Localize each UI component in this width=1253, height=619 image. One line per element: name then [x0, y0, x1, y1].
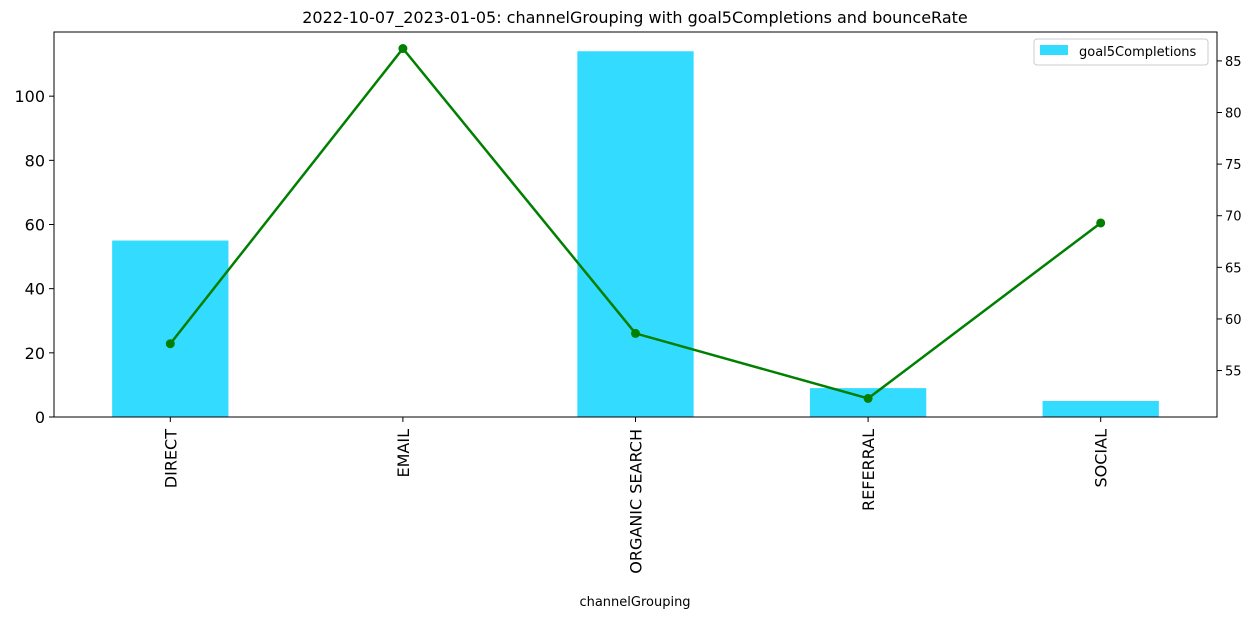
- right-tick-label: 85: [1225, 55, 1242, 70]
- legend-label: goal5Completions: [1079, 45, 1197, 60]
- line-point-social: [1096, 218, 1106, 228]
- line-point-direct: [165, 339, 175, 349]
- bar-organic-search: [577, 51, 694, 417]
- left-tick-label: 60: [25, 216, 45, 235]
- left-tick-label: 20: [25, 344, 45, 363]
- legend-box: [1033, 38, 1209, 66]
- x-axis-label: channelGrouping: [579, 595, 690, 610]
- line-series: [165, 44, 1106, 403]
- left-tick-label: 100: [14, 87, 45, 106]
- legend: goal5Completions: [1033, 38, 1209, 66]
- chart-title: 2022-10-07_2023-01-05: channelGrouping w…: [302, 8, 968, 28]
- right-tick-label: 60: [1225, 313, 1242, 328]
- x-tick-label: DIRECT: [161, 429, 180, 488]
- right-tick-label: 65: [1225, 261, 1242, 276]
- bar-series: [112, 51, 1159, 417]
- right-tick-label: 70: [1225, 210, 1242, 225]
- left-y-axis: 0 20 40 60 80 100: [14, 87, 54, 427]
- line-point-email: [398, 44, 408, 54]
- bar-direct: [112, 240, 229, 417]
- bar-social: [1042, 400, 1159, 417]
- x-tick-label: REFERRAL: [859, 429, 878, 511]
- left-tick-label: 80: [25, 151, 45, 170]
- x-tick-label: SOCIAL: [1092, 429, 1111, 488]
- right-tick-label: 75: [1225, 158, 1242, 173]
- left-tick-label: 0: [35, 408, 45, 427]
- line-point-referral: [863, 393, 873, 403]
- x-tick-label: EMAIL: [394, 429, 413, 478]
- x-tick-label: ORGANIC SEARCH: [627, 429, 646, 574]
- x-axis: DIRECT EMAIL ORGANIC SEARCH REFERRAL SOCIAL: [161, 417, 1111, 574]
- line-point-organic-search: [631, 328, 640, 338]
- right-tick-label: 55: [1225, 365, 1242, 380]
- right-tick-label: 80: [1225, 107, 1242, 122]
- legend-swatch: [1040, 45, 1068, 55]
- right-y-axis: 55 60 65 70 75 80 85: [1217, 55, 1242, 380]
- left-tick-label: 40: [25, 280, 45, 299]
